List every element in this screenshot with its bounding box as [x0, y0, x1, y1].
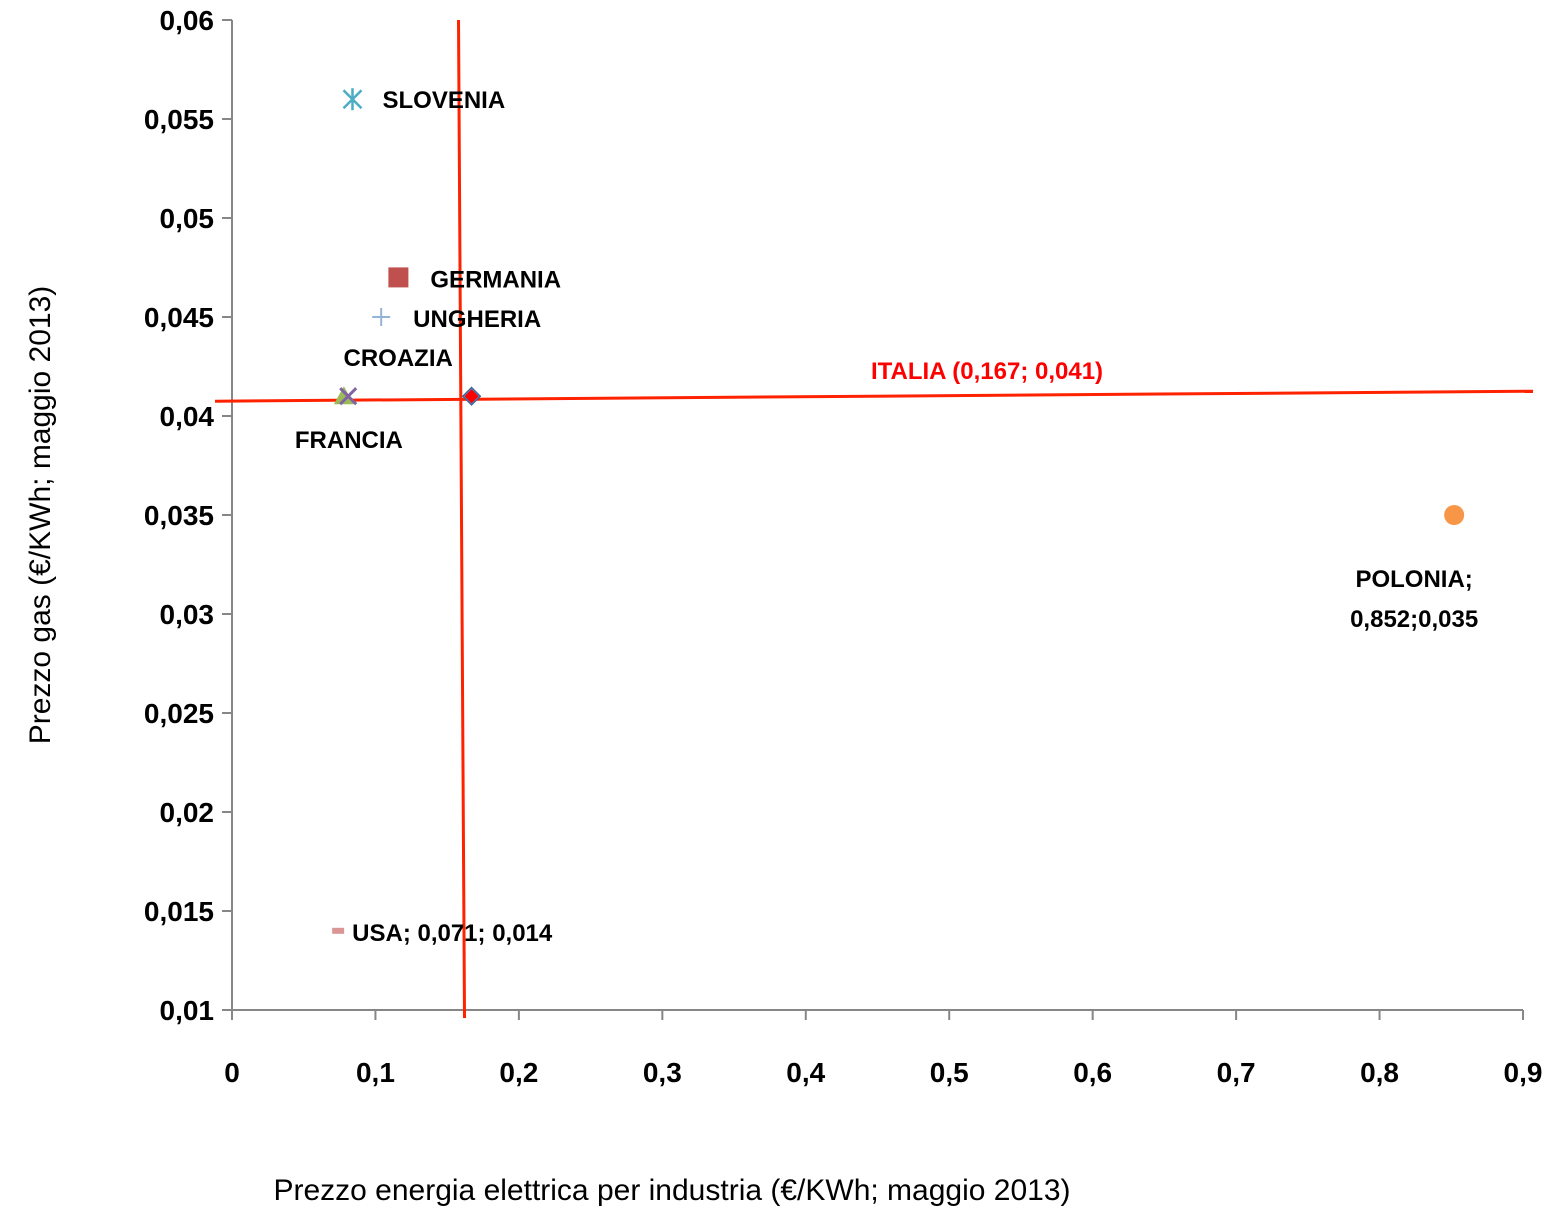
label-line: FRANCIA — [295, 427, 403, 454]
y-tick-label: 0,055 — [144, 104, 214, 135]
x-tick-label: 0,3 — [643, 1057, 682, 1088]
y-tick-label: 0,01 — [160, 995, 215, 1026]
y-tick-label: 0,03 — [160, 599, 215, 630]
label-line: POLONIA; — [1355, 566, 1472, 593]
x-tick-label: 0,8 — [1360, 1057, 1399, 1088]
y-tick-label: 0,045 — [144, 302, 214, 333]
x-tick-label: 0,1 — [356, 1057, 395, 1088]
reference-lines — [214, 19, 1534, 1019]
y-tick-label: 0,025 — [144, 698, 214, 729]
label-usa: USA; 0,071; 0,014 — [352, 920, 553, 947]
vertical-reference-line — [457, 19, 467, 1019]
point-francia — [333, 386, 354, 405]
y-axis-title: Prezzo gas (€/KWh; maggio 2013) — [24, 286, 57, 745]
x-tick-label: 0,6 — [1073, 1057, 1112, 1088]
point-usa — [332, 927, 345, 934]
y-tick-label: 0,015 — [144, 896, 214, 927]
y-tick-label: 0,06 — [160, 5, 215, 36]
label-line: GERMANIA — [430, 266, 561, 293]
point-slovenia — [342, 88, 363, 111]
x-tick-label: 0 — [224, 1057, 240, 1088]
x-tick-label: 0,9 — [1504, 1057, 1543, 1088]
label-polonia: POLONIA; 0,852;0,035 — [1350, 566, 1478, 633]
label-line: USA; 0,071; 0,014 — [352, 920, 553, 947]
y-tick-label: 0,02 — [160, 797, 215, 828]
point-labels: GERMANIA FRANCIA CROAZIA SLOVENIA POLONIA; 0,… — [295, 87, 1478, 947]
x-tick-label: 0,4 — [786, 1057, 825, 1088]
label-line: CROAZIA — [344, 345, 453, 372]
label-ungheria: UNGHERIA — [413, 306, 541, 333]
horizontal-reference-line — [214, 389, 1534, 403]
point-polonia — [1444, 505, 1465, 525]
axes: 0,01 0,015 0,02 0,025 0,03 0,035 0,04 0,045 0,05… — [144, 5, 1543, 1088]
point-croazia — [339, 387, 358, 406]
label-line: SLOVENIA — [382, 87, 505, 114]
x-tick-label: 0,2 — [499, 1057, 538, 1088]
point-ungheria — [372, 308, 391, 326]
x-tick-label: 0,5 — [930, 1057, 969, 1088]
label-slovenia: SLOVENIA — [382, 87, 505, 114]
data-points — [332, 88, 1465, 934]
y-tick-label: 0,035 — [144, 500, 214, 531]
italia-highlight-point — [464, 389, 479, 404]
label-francia: FRANCIA — [295, 427, 403, 454]
y-tick-label: 0,05 — [160, 203, 215, 234]
point-germania — [388, 267, 409, 288]
x-tick-label: 0,7 — [1217, 1057, 1256, 1088]
label-italia: ITALIA (0,167; 0,041) — [871, 358, 1103, 385]
label-croazia: CROAZIA — [344, 345, 453, 372]
label-line: UNGHERIA — [413, 306, 541, 333]
y-tick-label: 0,04 — [160, 401, 215, 432]
x-axis-title: Prezzo energia elettrica per industria (… — [273, 1174, 1070, 1207]
label-line: 0,852;0,035 — [1350, 606, 1478, 633]
label-germania: GERMANIA — [430, 266, 561, 293]
